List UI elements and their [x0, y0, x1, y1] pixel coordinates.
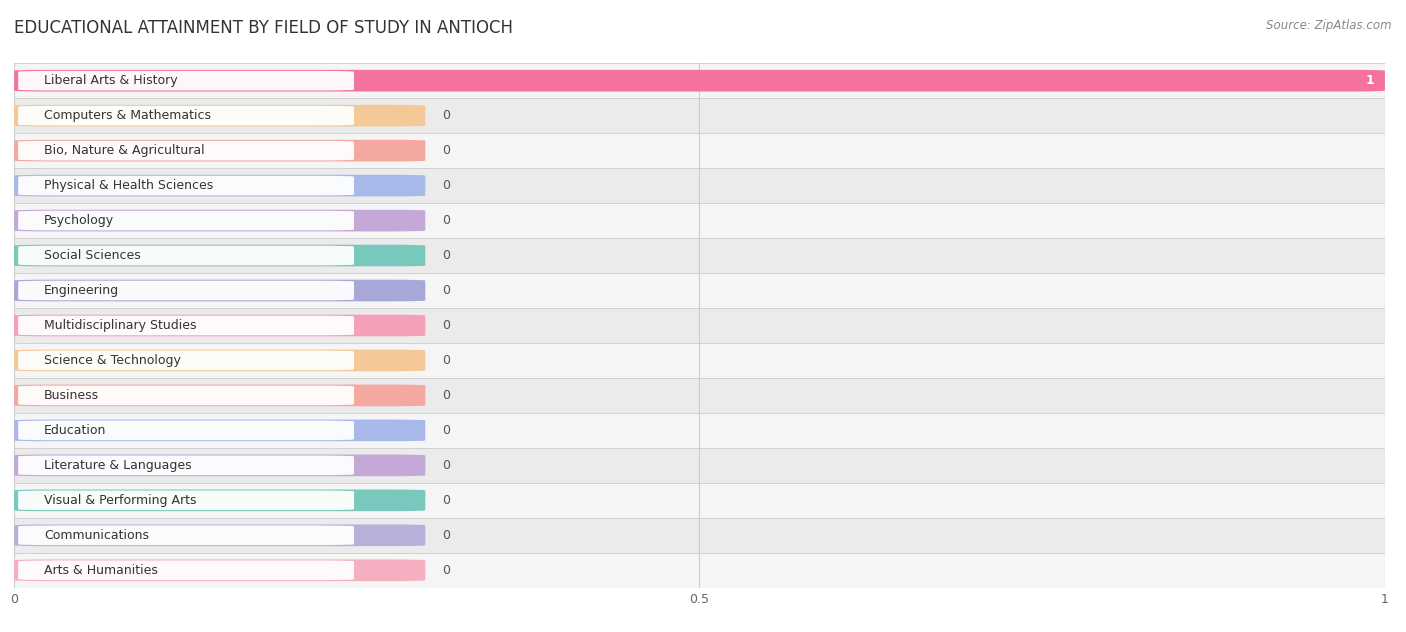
Text: Education: Education: [44, 424, 107, 437]
FancyBboxPatch shape: [14, 454, 426, 476]
Text: Computers & Mathematics: Computers & Mathematics: [44, 109, 211, 122]
Text: 0: 0: [441, 459, 450, 472]
Bar: [14, 343, 1385, 378]
Text: Visual & Performing Arts: Visual & Performing Arts: [44, 494, 197, 507]
FancyBboxPatch shape: [18, 421, 354, 440]
Text: Source: ZipAtlas.com: Source: ZipAtlas.com: [1267, 19, 1392, 32]
FancyBboxPatch shape: [18, 490, 354, 510]
Text: EDUCATIONAL ATTAINMENT BY FIELD OF STUDY IN ANTIOCH: EDUCATIONAL ATTAINMENT BY FIELD OF STUDY…: [14, 19, 513, 37]
Text: Multidisciplinary Studies: Multidisciplinary Studies: [44, 319, 197, 332]
Bar: [14, 98, 1385, 133]
Text: 0: 0: [441, 564, 450, 577]
Text: Business: Business: [44, 389, 100, 402]
FancyBboxPatch shape: [14, 175, 426, 197]
FancyBboxPatch shape: [14, 420, 426, 441]
FancyBboxPatch shape: [14, 385, 426, 406]
FancyBboxPatch shape: [14, 140, 426, 161]
Text: Bio, Nature & Agricultural: Bio, Nature & Agricultural: [44, 144, 205, 157]
FancyBboxPatch shape: [18, 211, 354, 230]
Bar: [14, 553, 1385, 588]
Bar: [14, 448, 1385, 483]
FancyBboxPatch shape: [18, 281, 354, 300]
FancyBboxPatch shape: [18, 246, 354, 265]
Text: 0: 0: [441, 109, 450, 122]
FancyBboxPatch shape: [14, 210, 426, 231]
Text: Liberal Arts & History: Liberal Arts & History: [44, 74, 177, 87]
Text: Science & Technology: Science & Technology: [44, 354, 181, 367]
Text: Literature & Languages: Literature & Languages: [44, 459, 191, 472]
Text: 0: 0: [441, 179, 450, 192]
Bar: [14, 63, 1385, 98]
Bar: [14, 378, 1385, 413]
FancyBboxPatch shape: [18, 176, 354, 195]
FancyBboxPatch shape: [14, 280, 426, 301]
FancyBboxPatch shape: [18, 526, 354, 545]
Text: Physical & Health Sciences: Physical & Health Sciences: [44, 179, 214, 192]
Text: Communications: Communications: [44, 529, 149, 542]
Text: Arts & Humanities: Arts & Humanities: [44, 564, 157, 577]
FancyBboxPatch shape: [18, 456, 354, 475]
Text: 0: 0: [441, 494, 450, 507]
FancyBboxPatch shape: [14, 349, 426, 371]
FancyBboxPatch shape: [18, 561, 354, 580]
Bar: [14, 413, 1385, 448]
Text: Social Sciences: Social Sciences: [44, 249, 141, 262]
FancyBboxPatch shape: [18, 71, 354, 90]
FancyBboxPatch shape: [14, 70, 1385, 92]
Text: 0: 0: [441, 249, 450, 262]
Bar: [14, 203, 1385, 238]
FancyBboxPatch shape: [14, 559, 426, 581]
FancyBboxPatch shape: [18, 386, 354, 405]
Text: 0: 0: [441, 284, 450, 297]
Bar: [14, 483, 1385, 518]
Text: 0: 0: [441, 144, 450, 157]
FancyBboxPatch shape: [18, 316, 354, 335]
FancyBboxPatch shape: [14, 315, 426, 336]
Bar: [14, 133, 1385, 168]
Text: Psychology: Psychology: [44, 214, 114, 227]
Text: Engineering: Engineering: [44, 284, 120, 297]
Text: 0: 0: [441, 529, 450, 542]
Bar: [14, 518, 1385, 553]
Bar: [14, 273, 1385, 308]
Bar: [14, 308, 1385, 343]
FancyBboxPatch shape: [14, 105, 426, 126]
Bar: [14, 168, 1385, 203]
Text: 0: 0: [441, 424, 450, 437]
FancyBboxPatch shape: [18, 351, 354, 370]
Text: 0: 0: [441, 354, 450, 367]
FancyBboxPatch shape: [14, 525, 426, 546]
Bar: [14, 238, 1385, 273]
Text: 0: 0: [441, 319, 450, 332]
Text: 1: 1: [1365, 74, 1374, 87]
FancyBboxPatch shape: [18, 106, 354, 125]
Text: 0: 0: [441, 389, 450, 402]
FancyBboxPatch shape: [18, 141, 354, 161]
FancyBboxPatch shape: [14, 490, 426, 511]
Text: 0: 0: [441, 214, 450, 227]
FancyBboxPatch shape: [14, 245, 426, 266]
